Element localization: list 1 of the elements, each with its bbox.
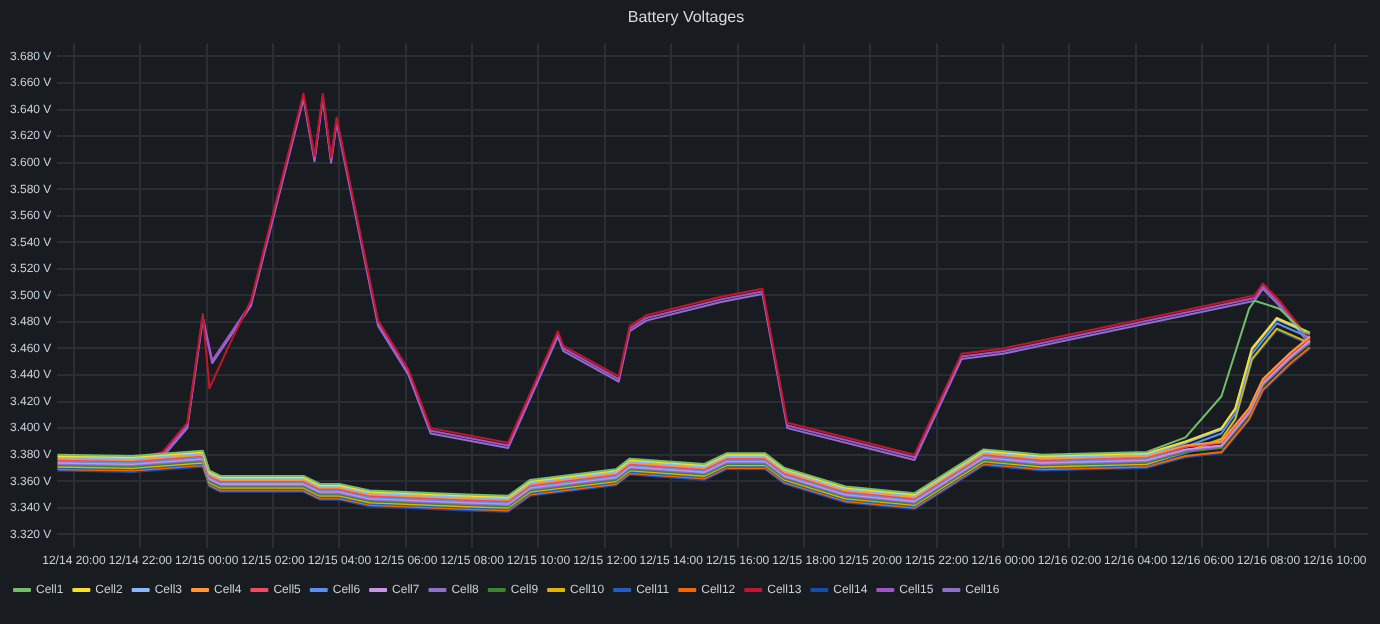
chart-title: Battery Voltages xyxy=(627,8,745,27)
